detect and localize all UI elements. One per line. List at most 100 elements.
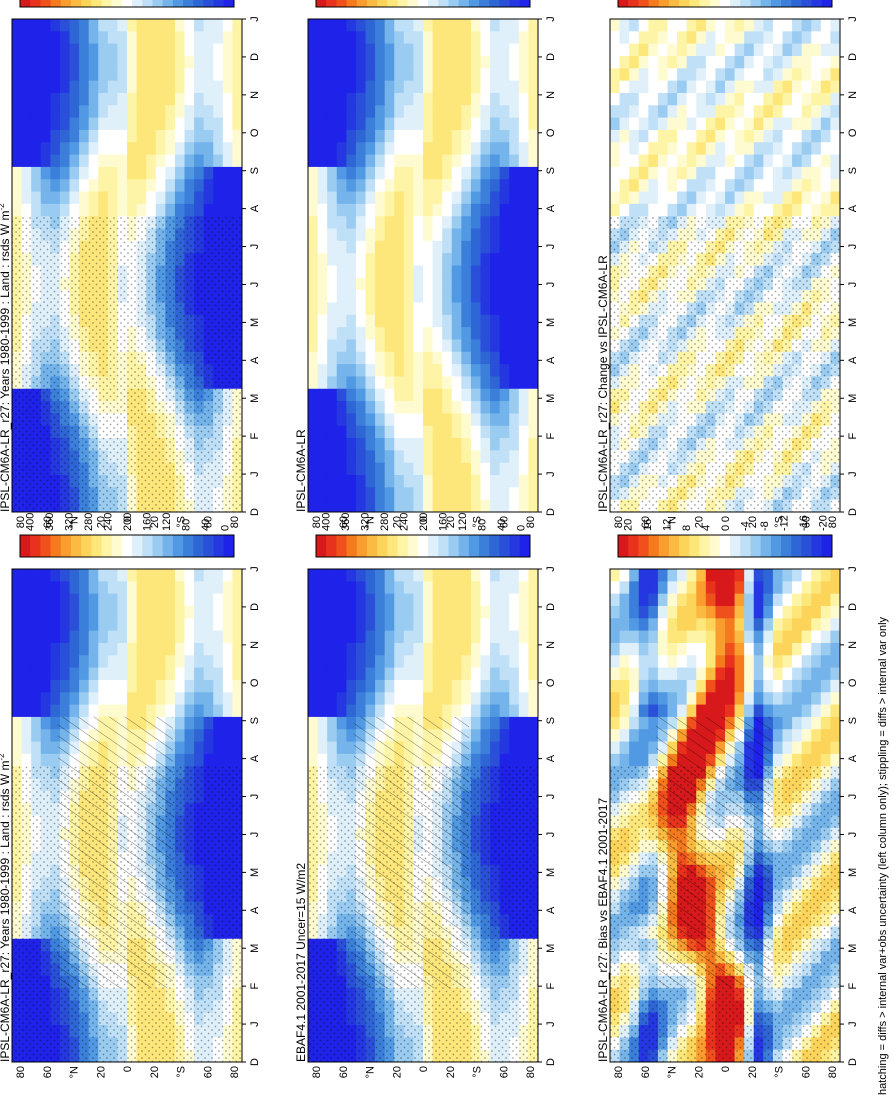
heatmap-cell <box>355 400 366 414</box>
heatmap-cell <box>184 605 195 619</box>
heatmap-cell <box>59 704 70 717</box>
heatmap-cell <box>365 277 376 291</box>
heatmap-cell <box>222 80 233 93</box>
heatmap-cell <box>365 679 376 693</box>
heatmap-cell <box>432 400 443 414</box>
heatmap-cell <box>136 667 147 680</box>
heatmap-cell <box>184 580 195 594</box>
heatmap-cell <box>518 289 529 303</box>
heatmap-cell <box>327 240 338 254</box>
heatmap-cell <box>772 679 783 693</box>
heatmap-cell <box>792 667 803 680</box>
heatmap-cell <box>184 166 195 180</box>
heatmap-cell <box>146 667 157 680</box>
heatmap-cell <box>184 617 195 631</box>
heatmap-cell <box>336 400 347 414</box>
heatmap-cell <box>470 593 481 606</box>
heatmap-cell <box>518 351 529 365</box>
heatmap-cell <box>792 728 803 742</box>
heatmap-cell <box>413 215 424 229</box>
heatmap-cell <box>470 580 481 594</box>
heatmap-cell <box>213 753 224 767</box>
heatmap-cell <box>499 289 510 303</box>
heatmap-cell <box>336 642 347 656</box>
heatmap-cell <box>174 203 185 217</box>
heatmap-cell <box>442 339 453 352</box>
heatmap-cell <box>451 654 462 668</box>
heatmap-cell <box>184 716 195 730</box>
heatmap-cell <box>528 605 539 619</box>
heatmap-cell <box>619 630 630 643</box>
heatmap-cell <box>480 302 491 315</box>
heatmap-cell <box>432 228 443 241</box>
heatmap-cell <box>98 154 109 167</box>
heatmap-cell <box>499 617 510 631</box>
heatmap-cell <box>127 141 137 155</box>
heatmap-cell <box>375 289 386 303</box>
heatmap-cell <box>432 437 443 451</box>
heatmap-cell <box>490 265 501 278</box>
heatmap-cell <box>40 741 51 754</box>
colorbar-swatch <box>223 535 235 557</box>
heatmap-cell <box>308 400 318 414</box>
heatmap-cell <box>518 593 529 606</box>
heatmap-cell <box>490 716 501 730</box>
heatmap-cell <box>509 339 520 352</box>
heatmap-cell <box>490 413 501 426</box>
heatmap-cell <box>518 704 529 717</box>
heatmap-cell <box>203 704 214 717</box>
heatmap-cell <box>480 18 491 32</box>
heatmap-cell <box>413 388 424 402</box>
heatmap-cell <box>394 437 405 451</box>
heatmap-cell <box>375 92 386 106</box>
heatmap-cell <box>413 154 424 167</box>
heatmap-cell <box>365 437 376 451</box>
heatmap-cell <box>461 203 472 217</box>
heatmap-cell <box>657 642 668 656</box>
heatmap-cell <box>470 326 481 340</box>
heatmap-cell <box>69 593 80 606</box>
heatmap-cell <box>518 630 529 643</box>
heatmap-cell <box>165 568 176 582</box>
heatmap-cell <box>499 92 510 106</box>
heatmap-cell <box>480 240 491 254</box>
heatmap-cell <box>59 43 70 56</box>
colorbar-swatch <box>387 0 399 7</box>
heatmap-cell <box>365 568 376 582</box>
heatmap-cell <box>308 178 318 192</box>
heatmap-cell <box>499 191 510 204</box>
heatmap-cell <box>365 166 376 180</box>
heatmap-cell <box>107 117 118 130</box>
heatmap-cell <box>528 449 539 463</box>
heatmap-cell <box>432 499 443 512</box>
heatmap-cell <box>165 154 176 167</box>
heatmap-cell <box>12 104 22 118</box>
heatmap-cell <box>327 462 338 476</box>
colorbar-swatch <box>40 535 52 557</box>
heatmap-cell <box>518 92 529 106</box>
heatmap-cell <box>155 191 166 204</box>
heatmap-cell <box>648 691 659 705</box>
heatmap-cell <box>432 339 443 352</box>
heatmap-cell <box>184 741 195 754</box>
heatmap-cell <box>346 154 357 167</box>
y-tick-label: 80 <box>311 1066 323 1078</box>
heatmap-cell <box>811 716 822 730</box>
heatmap-cell <box>12 753 22 767</box>
heatmap-cell <box>327 117 338 130</box>
heatmap-cell <box>403 203 414 217</box>
heatmap-cell <box>213 92 224 106</box>
heatmap-cell <box>744 654 755 668</box>
heatmap-cell <box>346 400 357 414</box>
heatmap-cell <box>375 228 386 241</box>
heatmap-cell <box>336 630 347 643</box>
heatmap-cell <box>346 55 357 69</box>
heatmap-cell <box>346 326 357 340</box>
heatmap-cell <box>317 326 328 340</box>
heatmap-cell <box>375 486 386 500</box>
heatmap-cell <box>384 178 395 192</box>
heatmap-cell <box>480 67 491 81</box>
heatmap-cell <box>155 580 166 594</box>
x-tick-label: O <box>249 128 261 137</box>
heatmap-cell <box>423 228 433 241</box>
